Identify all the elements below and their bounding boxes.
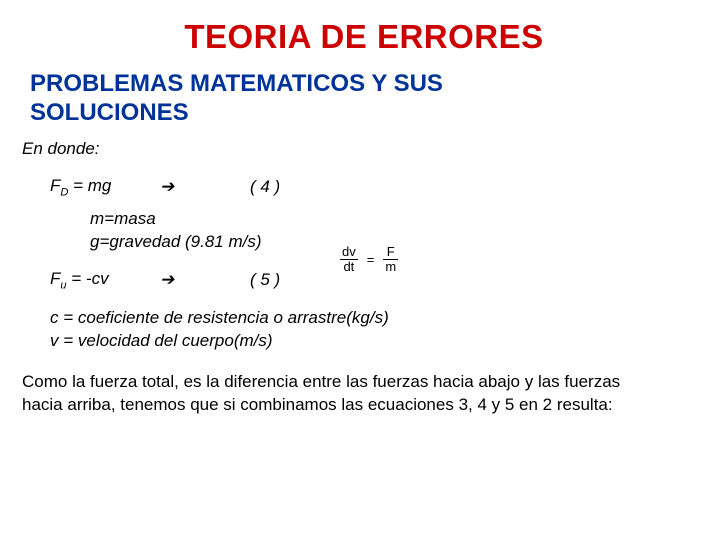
slide-page: TEORIA DE ERRORES PROBLEMAS MATEMATICOS …	[0, 0, 728, 546]
body-content: En donde: FD = mg ➔ ( 4 ) m=masa g=grave…	[22, 138, 706, 417]
bottom-paragraph: Como la fuerza total, es la diferencia e…	[22, 371, 706, 417]
fraction-f-m: F m	[383, 245, 398, 273]
subtitle-line-1: PROBLEMAS MATEMATICOS Y SUS	[30, 70, 443, 97]
arrow-icon: ➔	[160, 176, 250, 199]
en-donde-label: En donde:	[22, 138, 706, 161]
eq5-lhs: Fu = -cv	[50, 268, 160, 293]
equation-4: FD = mg ➔ ( 4 )	[50, 175, 706, 200]
eq5-number: ( 5 )	[250, 269, 280, 292]
c-definition: c = coeficiente de resistencia o arrastr…	[50, 307, 706, 330]
eq5-sym-f: F	[50, 269, 60, 288]
page-title: TEORIA DE ERRORES	[22, 18, 706, 56]
frac-bot-m: m	[383, 260, 398, 274]
page-subtitle: PROBLEMAS MATEMATICOS Y SUS SOLUCIONES	[30, 70, 706, 128]
v-definition: v = velocidad del cuerpo(m/s)	[50, 330, 706, 353]
bottom-line-2: hacia arriba, tenemos que si combinamos …	[22, 395, 613, 414]
frac-top-dv: dv	[340, 245, 358, 260]
eq4-sym-f: F	[50, 176, 60, 195]
eq5-rest: = -cv	[67, 269, 109, 288]
equals-sign: =	[364, 252, 378, 267]
arrow-icon: ➔	[160, 269, 250, 292]
frac-bot-dt: dt	[340, 260, 358, 274]
fraction-dv-dt: dv dt	[340, 245, 358, 273]
eq4-lhs: FD = mg	[50, 175, 160, 200]
fraction-equation: dv dt = F m	[340, 245, 398, 273]
subtitle-line-2: SOLUCIONES	[30, 99, 189, 126]
eq4-number: ( 4 )	[250, 176, 280, 199]
frac-top-f: F	[383, 245, 398, 260]
bottom-line-1: Como la fuerza total, es la diferencia e…	[22, 372, 620, 391]
eq4-rest: = mg	[68, 176, 111, 195]
m-definition: m=masa	[90, 208, 706, 231]
